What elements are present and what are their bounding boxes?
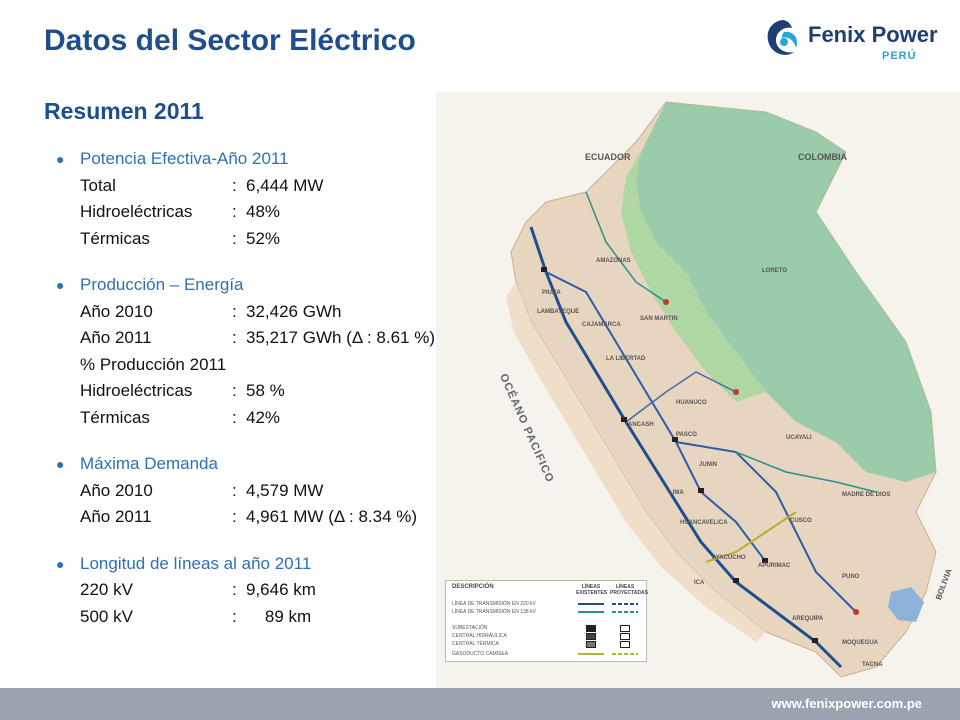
legend-item: LÍNEA DE TRANSMISIÓN EN 220 kV [452,601,536,607]
section-produccion: ● Producción – Energía Año 2010:32,426 GW… [56,272,496,431]
bullet-dot-icon: ● [56,277,65,293]
footer-url[interactable]: www.fenixpower.com.pe [771,696,923,711]
map-label-ecuador: ECUADOR [585,152,631,162]
slide-title: Datos del Sector Eléctrico [44,24,416,57]
data-row: Año 2011:35,217 GWh (Δ : 8.61 %) [80,328,436,347]
data-row: 220 kV:9,646 km [80,580,316,599]
bullet-heading: ● Producción – Energía [56,272,496,299]
map-region-label: LA LIBERTAD [606,356,646,362]
map-region-label: CAJAMARCA [582,322,621,328]
section-demanda: ● Máxima Demanda Año 2010:4,579 MW Año 20… [56,451,496,531]
legend-col-projected: LÍNEAS PROYECTADAS [610,584,648,596]
map-graphic [506,101,937,678]
map-region-label: ANCASH [628,422,654,428]
map-region-label: AREQUIPA [792,616,824,622]
map-region-label: MADRE DE DIOS [842,492,891,498]
substation-icon [586,625,596,632]
legend-item: GASODUCTO CAMISEA [452,651,509,657]
map-region-label: SAN MARTIN [640,316,678,322]
bullet-dot-icon: ● [56,456,65,472]
thermal-plant-icon [586,641,596,648]
legend-line-gasoducto-projected [612,653,638,655]
map-region-label: UCAYALI [786,435,812,441]
data-row: Total:6,444 MW [80,175,324,195]
map-region-label: ICA [694,580,705,586]
map-region-label: HUANUCO [676,400,707,406]
fenix-swirl-icon [767,20,798,55]
map-region-label: CUSCO [790,518,812,524]
bullet-heading: ● Potencia Efectiva-Año 2011 [56,146,496,173]
legend-col-existing: LÍNEAS EXISTENTES [576,584,608,596]
legend-item: CENTRAL TÉRMICA [452,641,499,647]
map-region-label: PASCO [676,432,697,438]
data-row: % Producción 2011 [80,354,227,374]
section-subtitle: Resumen 2011 [44,98,204,124]
data-row: Año 2011:4,961 MW (Δ : 8.34 %) [80,507,418,526]
section-potencia: ● Potencia Efectiva-Año 2011 Total:6,444 … [56,146,496,252]
section-lineas: ● Longitud de líneas al año 2011 220 kV:9… [56,551,496,631]
map-region-label: JUNIN [699,462,718,468]
legend-line-138kv [578,611,604,613]
substation-projected-icon [620,625,630,632]
summary-content: ● Potencia Efectiva-Año 2011 Total:6,444 … [56,146,496,650]
map-legend: DESCRIPCIÓN LÍNEAS EXISTENTES LÍNEAS PRO… [445,580,648,662]
hydro-plant-projected-icon [620,633,630,640]
legend-item: SUBESTACIÓN [452,625,488,631]
bullet-heading: ● Longitud de líneas al año 2011 [56,551,496,578]
map-region-label: APURIMAC [758,563,791,569]
data-row: 500 kV: 89 km [80,606,312,626]
footer-bar: www.fenixpower.com.pe [0,688,960,720]
map-region-label: LIMA [669,490,684,496]
hydro-plant-icon [586,633,596,640]
map-region-label: HUANCAVELICA [680,520,728,526]
map-region-label: TACNA [862,662,883,668]
legend-title: DESCRIPCIÓN [452,584,494,590]
thermal-plant-projected-icon [620,641,630,648]
data-row: Térmicas:42% [80,407,281,427]
data-row: Hidroeléctricas:48% [80,202,281,221]
bullet-dot-icon: ● [56,151,65,167]
legend-item: CENTRAL HIDRÁULICA [452,633,507,639]
map-region-label: AMAZONAS [596,258,631,264]
data-row: Hidroeléctricas:58 % [80,381,285,400]
legend-line-220kv [578,603,604,605]
map-region-label: AYACUCHO [712,555,746,561]
map-region-label: LORETO [762,268,787,274]
logo-country: PERÚ [882,50,917,62]
map-label-colombia: COLOMBIA [798,152,847,162]
map-region-label: PIURA [542,290,561,296]
data-row: Térmicas:52% [80,228,281,248]
map-region-label: LAMBAYEQUE [537,309,580,315]
legend-line-138kv-projected [612,611,638,613]
data-row: Año 2010:4,579 MW [80,480,324,500]
map-region-label: MOQUEGUA [842,640,878,646]
data-row: Año 2010:32,426 GWh [80,301,342,321]
company-logo: Fenix Power PERÚ [762,12,942,72]
legend-item: LÍNEA DE TRANSMISIÓN EN 138 kV [452,609,536,615]
legend-line-220kv-projected [612,603,638,605]
legend-line-gasoducto [578,653,604,655]
map-region-label: PUNO [842,574,860,580]
logo-name: Fenix Power [808,22,938,47]
bullet-heading: ● Máxima Demanda [56,451,496,478]
bullet-dot-icon: ● [56,555,65,572]
